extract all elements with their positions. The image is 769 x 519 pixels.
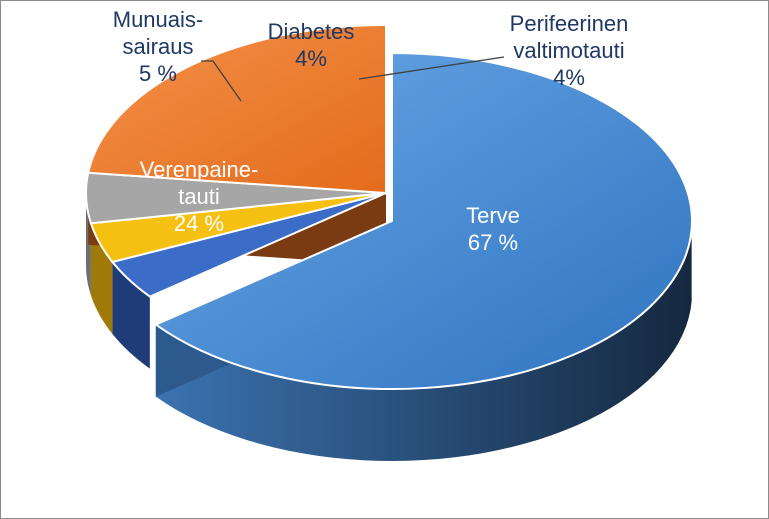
slice-label: Terve 67 % <box>466 203 520 255</box>
slice-name-label: Perifeerinen <box>510 11 629 36</box>
pie-slice <box>86 23 387 195</box>
slice-name-label: valtimotauti <box>513 38 624 63</box>
slice-value-label: 67 % <box>468 230 518 255</box>
slice-name-label: Munuais- <box>113 7 203 32</box>
slice-name-label: Verenpaine- <box>140 157 259 182</box>
slice-name-label: Terve <box>466 203 520 228</box>
slice-name-label: Diabetes <box>268 19 355 44</box>
pie-tops <box>85 23 693 390</box>
slice-label: Diabetes 4% <box>268 19 355 71</box>
slice-name-label: sairaus <box>123 34 194 59</box>
slice-side <box>90 223 113 334</box>
slice-labels: Terve 67 %Perifeerinen valtimotauti 4%Diabe… <box>113 7 629 255</box>
slice-value-label: 4% <box>295 46 327 71</box>
slice-value-label: 24 % <box>174 211 224 236</box>
leader-line <box>201 60 242 102</box>
leader-line <box>358 56 505 80</box>
slice-label: Verenpaine-tauti 24 % <box>140 157 259 236</box>
slice-name-label: tauti <box>178 184 220 209</box>
slice-side <box>155 229 692 461</box>
slice-side <box>112 261 150 369</box>
slice-label: Munuais-sairaus 5 % <box>113 7 203 86</box>
slice-value-label: 5 % <box>139 61 177 86</box>
leader-lines <box>201 56 505 102</box>
pie-slice <box>153 51 693 390</box>
slice-value-label: 4% <box>553 65 585 90</box>
slice-label: Perifeerinen valtimotauti 4% <box>510 11 629 90</box>
